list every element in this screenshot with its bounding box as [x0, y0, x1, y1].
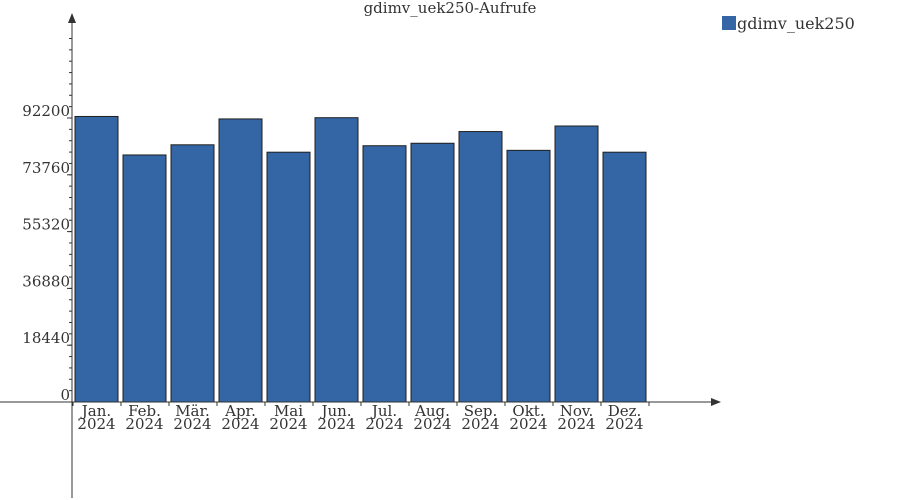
x-tick-label-year: 2024: [125, 415, 163, 433]
x-tick-label-month: Jul.: [370, 402, 397, 420]
x-tick-label-month: Okt.: [512, 402, 544, 420]
x-axis-labels: Jan.2024Feb.2024Mär.2024Apr.2024Mai2024J…: [77, 402, 643, 433]
x-tick-label-month: Sep.: [464, 402, 498, 420]
x-tick-label-year: 2024: [77, 415, 115, 433]
bar: [506, 149, 551, 403]
bar: [602, 151, 647, 403]
bar: [314, 117, 359, 403]
x-tick-label-month: Jan.: [80, 402, 111, 420]
bar: [362, 145, 407, 403]
x-tick-label-month: Jun.: [319, 402, 351, 420]
x-tick-label-month: Aug.: [414, 402, 450, 420]
y-tick-label: 0: [60, 386, 70, 404]
x-tick-label-year: 2024: [557, 415, 595, 433]
x-tick-label-year: 2024: [269, 415, 307, 433]
bar: [410, 142, 455, 403]
x-tick-label-year: 2024: [221, 415, 259, 433]
y-tick-label: 55320: [22, 216, 70, 234]
y-tick-label: 73760: [22, 159, 70, 177]
x-tick-label-year: 2024: [317, 415, 355, 433]
bars: [74, 115, 647, 403]
bar: [266, 151, 311, 403]
legend-label: gdimv_uek250: [737, 14, 855, 33]
bar: [74, 115, 119, 403]
x-tick-label-year: 2024: [173, 415, 211, 433]
x-tick-label-month: Dez.: [608, 402, 642, 420]
y-tick-label: 92200: [22, 102, 70, 120]
legend: gdimv_uek250: [722, 14, 855, 33]
chart-title: gdimv_uek250-Aufrufe: [364, 0, 537, 17]
x-tick-label-month: Apr.: [224, 402, 256, 420]
x-tick-label-year: 2024: [461, 415, 499, 433]
x-tick-label-month: Mai: [274, 402, 303, 420]
x-tick-label-year: 2024: [365, 415, 403, 433]
y-tick-label: 36880: [22, 272, 70, 290]
bar: [458, 131, 503, 403]
x-tick-label-year: 2024: [509, 415, 547, 433]
x-axis-ticks: [72, 402, 650, 406]
bar: [122, 154, 167, 403]
y-axis-ticks: 0 18440 36880 55320 73760 92200: [22, 102, 72, 404]
bar: [170, 144, 215, 403]
x-tick-label-year: 2024: [605, 415, 643, 433]
legend-swatch: [722, 16, 736, 30]
y-tick-label: 18440: [22, 329, 70, 347]
x-tick-label-month: Feb.: [128, 402, 161, 420]
bar: [554, 125, 599, 403]
x-tick-label-month: Nov.: [560, 402, 594, 420]
x-tick-label-year: 2024: [413, 415, 451, 433]
bar: [218, 118, 263, 403]
x-tick-label-month: Mär.: [175, 402, 210, 420]
